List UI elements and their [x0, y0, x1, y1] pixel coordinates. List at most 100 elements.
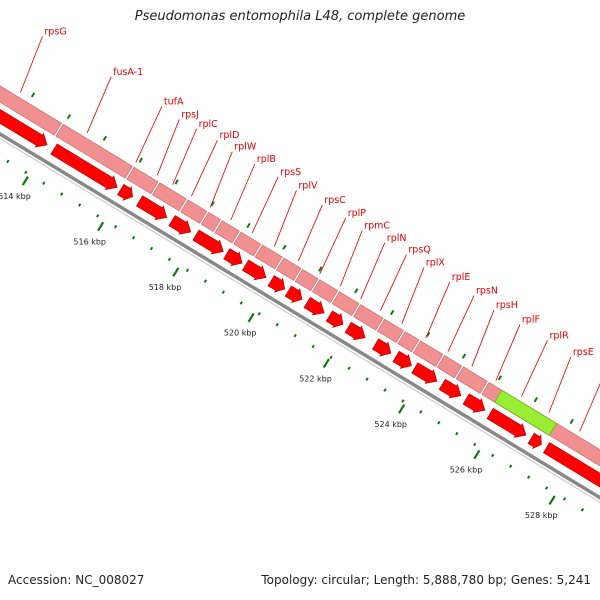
gene-leader-line — [230, 163, 256, 221]
minor-tick — [401, 399, 405, 403]
outer-gene-block — [200, 211, 221, 233]
minor-tick — [149, 246, 154, 251]
cds-arrow — [241, 259, 267, 281]
gene-label: fusA-1 — [113, 67, 143, 78]
gene-label: rpsN — [476, 286, 498, 297]
outer-tick — [138, 157, 143, 163]
gene-leader-line — [339, 230, 363, 287]
minor-tick — [437, 420, 441, 425]
cds-arrow — [486, 407, 527, 438]
gene-label: rpsS — [280, 167, 301, 178]
scale-label: 514 kbp — [0, 192, 31, 201]
outer-tick — [102, 135, 108, 142]
cds-arrow — [135, 195, 168, 221]
cds-arrow — [438, 378, 462, 399]
cds-arrow — [371, 338, 392, 357]
outer-gene-block — [455, 366, 488, 394]
map-title: Pseudomonas entomophila L48, complete ge… — [134, 9, 466, 24]
minor-tick — [311, 344, 315, 349]
gene-leader-line — [156, 119, 180, 176]
cds-arrow — [267, 275, 286, 293]
minor-tick — [347, 366, 351, 371]
minor-tick — [562, 497, 567, 501]
minor-tick — [221, 290, 225, 294]
outer-gene-block — [376, 318, 404, 343]
outer-gene-block — [0, 85, 62, 136]
outer-gene-block — [412, 340, 444, 367]
gene-leader-line — [360, 242, 386, 299]
gene-label: rplX — [426, 258, 446, 269]
gene-label: rplF — [522, 315, 540, 326]
outer-gene-block — [126, 166, 159, 195]
highlighted-feature — [494, 389, 558, 436]
outer-gene-block — [294, 268, 319, 292]
gene-leader-line — [521, 340, 548, 397]
cds-arrow — [192, 229, 224, 255]
outer-gene-block — [311, 279, 339, 304]
major-tick — [97, 221, 105, 232]
major-tick — [548, 495, 556, 506]
outer-tick — [569, 418, 574, 425]
minor-tick — [329, 355, 333, 360]
gene-label: rplW — [234, 142, 257, 153]
gene-label: rplP — [348, 208, 367, 219]
gene-label: rpmC — [364, 220, 390, 231]
scale-label: 518 kbp — [149, 283, 182, 292]
gene-leader-line — [425, 282, 451, 339]
gene-label: rplN — [387, 233, 407, 244]
cds-arrow — [462, 393, 486, 413]
minor-tick — [257, 312, 261, 316]
gene-label: rplD — [220, 130, 240, 141]
scale-label: 524 kbp — [374, 420, 407, 429]
minor-tick — [365, 377, 369, 381]
minor-tick — [167, 257, 172, 262]
major-tick — [247, 312, 255, 323]
gene-leader-line — [471, 310, 495, 367]
gene-label: rpsQ — [408, 245, 430, 256]
gene-label: rplR — [550, 330, 570, 341]
minor-tick — [185, 268, 190, 273]
outer-gene-block — [353, 304, 384, 331]
gene-leader-line — [209, 151, 233, 208]
outer-gene-block — [152, 182, 187, 212]
minor-tick — [580, 508, 585, 512]
outer-tick — [174, 179, 179, 185]
gene-leader-line — [579, 383, 600, 432]
cds-arrow — [392, 350, 412, 369]
gene-leader-line — [135, 106, 163, 163]
gene-leader-line — [548, 356, 572, 414]
scale-label: 516 kbp — [73, 237, 106, 246]
outer-gene-block — [55, 123, 133, 179]
outer-gene-block — [214, 220, 240, 244]
outer-gene-block — [233, 231, 262, 257]
gene-label: tufA — [164, 97, 184, 108]
gene-label: rplV — [298, 180, 318, 191]
scale-label: 526 kbp — [450, 466, 483, 475]
scale-label: 528 kbp — [525, 511, 558, 520]
cds-arrow — [50, 143, 118, 191]
minor-tick — [509, 464, 513, 469]
cds-arrow — [284, 285, 303, 304]
outer-tick — [354, 288, 359, 294]
gene-leader-line — [319, 217, 347, 275]
gene-label: rplE — [452, 272, 471, 283]
minor-tick — [6, 159, 10, 164]
gene-leader-line — [447, 295, 475, 352]
gene-label: rplC — [199, 119, 219, 130]
cds-arrow — [411, 362, 438, 384]
outer-tick — [246, 222, 251, 229]
genome-backbone-shadow — [0, 137, 600, 504]
outer-tick — [282, 244, 287, 250]
outer-tick — [66, 113, 72, 120]
cds-arrow — [117, 183, 133, 201]
outer-gene-block — [180, 199, 208, 224]
accession-text: Accession: NC_008027 — [8, 573, 145, 587]
outer-gene-block — [331, 291, 360, 317]
gene-leader-line — [191, 139, 218, 197]
major-tick — [398, 404, 406, 414]
gene-leader-line — [86, 76, 112, 134]
scale-label: 520 kbp — [224, 329, 257, 338]
minor-tick — [275, 322, 279, 327]
cds-arrow — [0, 108, 48, 148]
outer-tick — [210, 201, 215, 207]
